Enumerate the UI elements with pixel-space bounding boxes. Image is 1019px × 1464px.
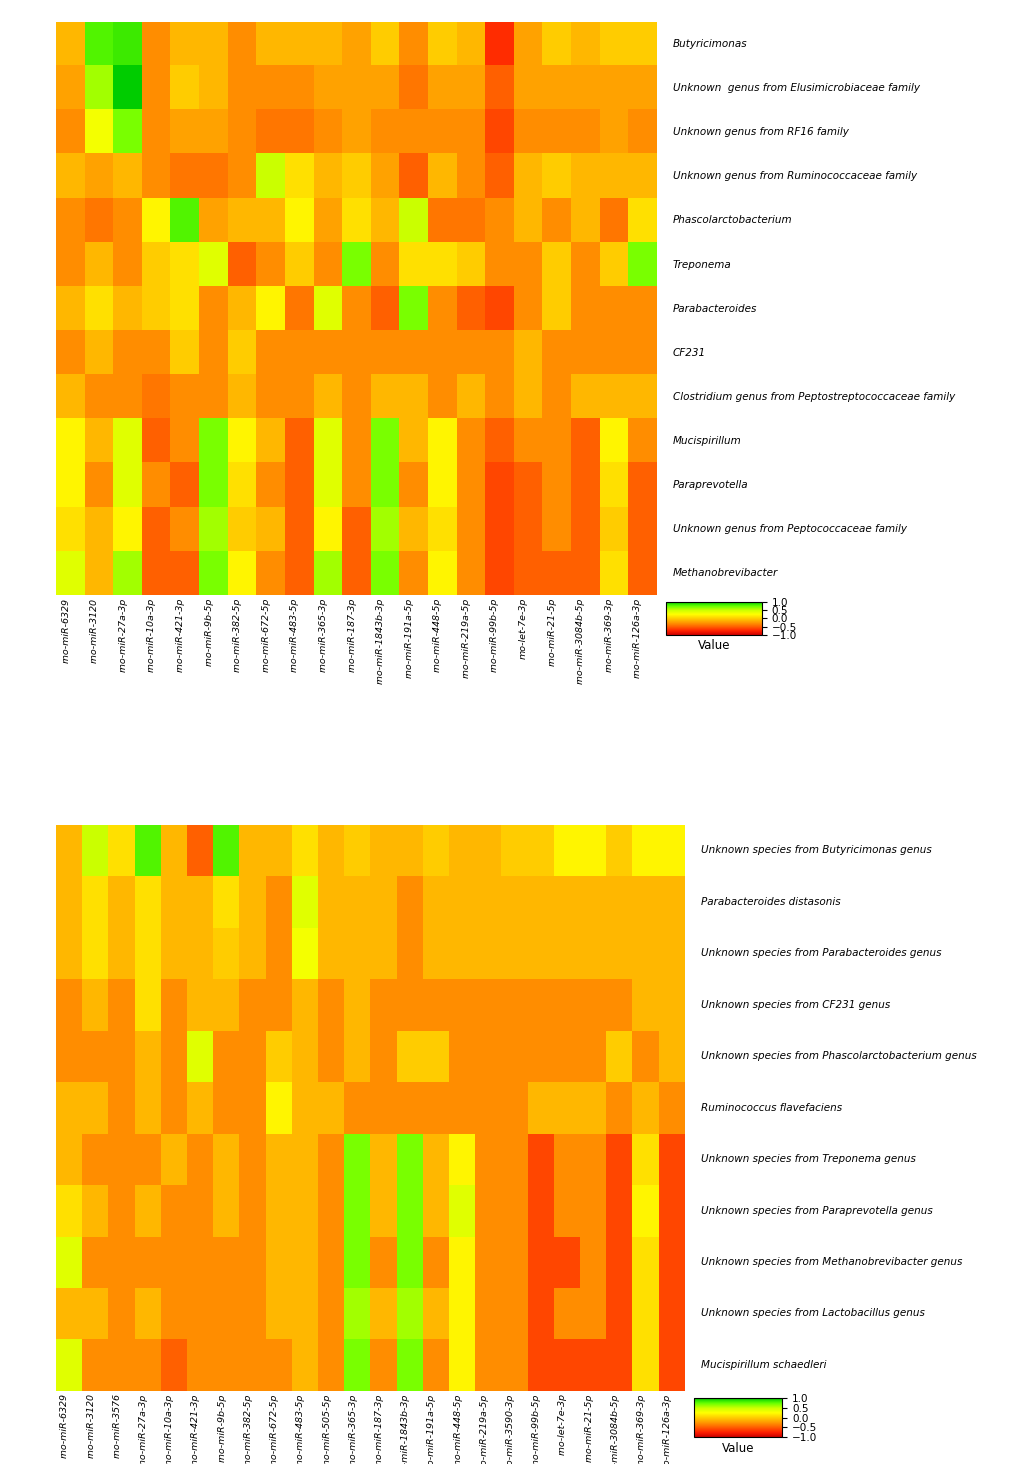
- Text: Unknown species from Paraprevotella genus: Unknown species from Paraprevotella genu…: [701, 1205, 932, 1215]
- Text: Unknown species from Lactobacillus genus: Unknown species from Lactobacillus genus: [701, 1309, 924, 1319]
- Text: Butyricimonas: Butyricimonas: [673, 40, 747, 48]
- Text: Treponema: Treponema: [673, 259, 732, 269]
- Text: CF231: CF231: [673, 348, 706, 357]
- Text: Parabacteroides: Parabacteroides: [673, 303, 757, 313]
- Text: Mucispirillum: Mucispirillum: [673, 436, 742, 447]
- Text: Mucispirillum schaedleri: Mucispirillum schaedleri: [701, 1360, 826, 1370]
- Text: Unknown species from Butyricimonas genus: Unknown species from Butyricimonas genus: [701, 845, 931, 855]
- Text: Unknown species from Methanobrevibacter genus: Unknown species from Methanobrevibacter …: [701, 1258, 962, 1266]
- Text: Unknown species from Parabacteroides genus: Unknown species from Parabacteroides gen…: [701, 949, 942, 959]
- Text: Unknown genus from Peptococcaceae family: Unknown genus from Peptococcaceae family: [673, 524, 907, 534]
- Text: Unknown species from Treponema genus: Unknown species from Treponema genus: [701, 1154, 915, 1164]
- Text: Phascolarctobacterium: Phascolarctobacterium: [673, 215, 792, 225]
- Text: Parabacteroides distasonis: Parabacteroides distasonis: [701, 897, 841, 906]
- Text: Unknown species from CF231 genus: Unknown species from CF231 genus: [701, 1000, 890, 1010]
- Text: Paraprevotella: Paraprevotella: [673, 480, 748, 490]
- Text: Ruminococcus flavefaciens: Ruminococcus flavefaciens: [701, 1102, 842, 1113]
- Text: Methanobrevibacter: Methanobrevibacter: [673, 568, 777, 578]
- Text: Unknown  genus from Elusimicrobiaceae family: Unknown genus from Elusimicrobiaceae fam…: [673, 83, 919, 94]
- Text: Unknown genus from RF16 family: Unknown genus from RF16 family: [673, 127, 849, 138]
- Text: Unknown species from Phascolarctobacterium genus: Unknown species from Phascolarctobacteri…: [701, 1051, 976, 1061]
- Text: Clostridium genus from Peptostreptococcaceae family: Clostridium genus from Peptostreptococca…: [673, 392, 955, 401]
- Text: Unknown genus from Ruminococcaceae family: Unknown genus from Ruminococcaceae famil…: [673, 171, 917, 182]
